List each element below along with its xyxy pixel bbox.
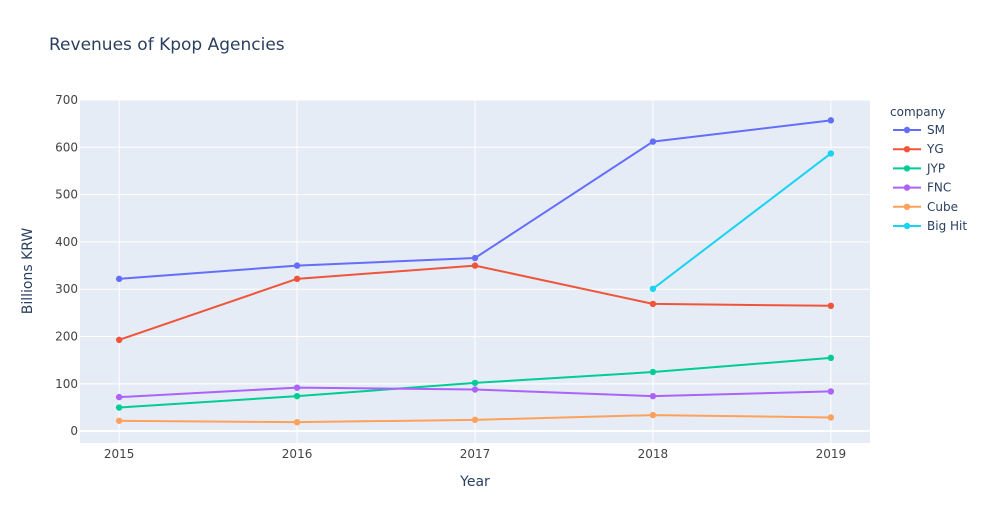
data-point[interactable] [471,379,479,387]
legend-marker [903,146,911,153]
legend-marker [903,203,911,210]
legend-marker [903,222,911,230]
data-point[interactable] [649,300,657,308]
data-point[interactable] [471,262,479,269]
x-tick-label: 2019 [816,447,847,461]
y-axis-title: Billions KRW [20,228,36,315]
data-point[interactable] [471,416,479,424]
data-point[interactable] [649,368,657,376]
series-lines [115,117,835,426]
data-point[interactable] [293,418,301,426]
legend-label: YG [926,142,944,156]
axis-ticks: 2015 2016 2017 2018 2019 0 100 200 300 400 500 600 7… [55,93,846,461]
legend-item-sm[interactable]: SM [893,123,945,137]
series-jyp[interactable] [115,354,835,411]
data-point[interactable] [827,354,835,362]
data-point[interactable] [293,275,301,283]
data-point[interactable] [293,392,301,400]
data-point[interactable] [827,117,835,124]
legend-marker [903,165,911,172]
y-tick-label: 300 [55,282,78,296]
grid-lines [80,99,870,443]
x-tick-label: 2015 [104,447,135,461]
data-point[interactable] [293,384,301,391]
data-point[interactable] [115,336,123,344]
data-point[interactable] [471,254,479,262]
data-point[interactable] [827,414,835,421]
data-point[interactable] [471,386,479,393]
series-big-hit[interactable] [649,150,835,292]
data-point[interactable] [827,302,835,309]
data-point[interactable] [293,262,301,269]
y-tick-label: 100 [55,377,78,391]
y-tick-label: 500 [55,188,78,202]
series-cube[interactable] [115,411,835,426]
data-point[interactable] [649,285,657,292]
x-tick-label: 2017 [460,447,491,461]
legend-item-fnc[interactable]: FNC [893,181,951,195]
data-point[interactable] [115,404,123,411]
x-axis-title: Year [459,474,490,490]
legend[interactable]: company SM YG JYP FNC Cube Big Hit [890,105,967,233]
data-point[interactable] [649,138,657,145]
legend-marker [903,184,911,191]
data-point[interactable] [827,150,835,157]
legend-item-cube[interactable]: Cube [893,200,958,214]
legend-marker [903,126,911,134]
data-point[interactable] [115,393,123,401]
data-point[interactable] [827,388,835,395]
legend-label: SM [927,123,945,137]
y-tick-label: 200 [55,330,78,344]
legend-item-big-hit[interactable]: Big Hit [893,219,967,233]
series-line[interactable] [652,152,832,290]
legend-item-yg[interactable]: YG [893,142,944,156]
legend-label: Cube [927,200,958,214]
data-point[interactable] [115,417,123,424]
legend-label: Big Hit [927,219,967,233]
y-tick-label: 700 [55,93,78,107]
legend-title: company [890,105,945,119]
chart-title: Revenues of Kpop Agencies [49,35,285,55]
y-tick-label: 0 [70,424,78,438]
y-tick-label: 400 [55,235,78,249]
data-point[interactable] [115,275,123,283]
legend-label: FNC [927,181,951,195]
data-point[interactable] [649,392,657,400]
legend-item-jyp[interactable]: JYP [893,161,945,175]
series-sm[interactable] [115,117,835,283]
y-tick-label: 600 [55,140,78,154]
legend-label: JYP [926,161,945,175]
x-tick-label: 2018 [638,447,669,461]
x-tick-label: 2016 [282,447,313,461]
series-fnc[interactable] [115,384,835,401]
series-yg[interactable] [115,262,835,344]
data-point[interactable] [649,411,657,419]
